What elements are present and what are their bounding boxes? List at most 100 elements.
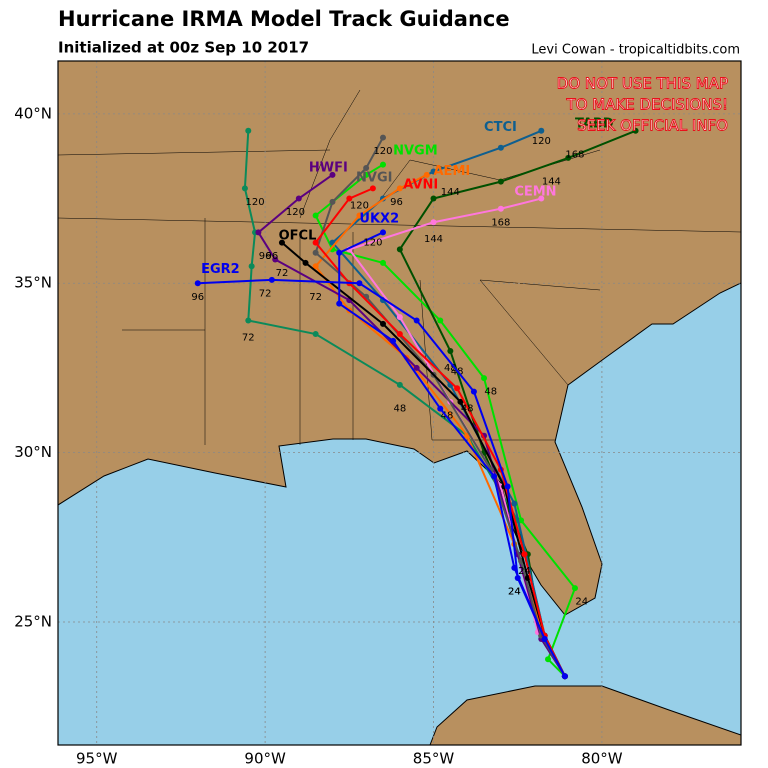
- track-point: [268, 276, 275, 283]
- track-point: [541, 635, 548, 642]
- track-point: [447, 347, 454, 354]
- track-point: [336, 249, 343, 256]
- track-point: [497, 144, 504, 151]
- hour-label: 144: [424, 234, 443, 245]
- x-tick-label: 80°W: [581, 750, 623, 768]
- hour-label: 168: [565, 150, 584, 161]
- track-point: [396, 314, 403, 321]
- track-point: [346, 195, 353, 202]
- x-tick-label: 85°W: [413, 750, 455, 768]
- hour-label: 144: [542, 177, 561, 188]
- track-point: [491, 473, 498, 480]
- warning: TO MAKE DECISIONS!: [566, 96, 728, 114]
- hour-label: 24: [518, 566, 531, 577]
- hour-label: 24: [508, 587, 521, 598]
- track-point: [437, 405, 444, 412]
- model-name: UKX2: [359, 211, 399, 226]
- hour-label: 120: [350, 200, 369, 211]
- hour-label: 48: [461, 404, 474, 415]
- hour-label: 120: [363, 238, 382, 249]
- model-name: NVGI: [356, 171, 392, 186]
- track-line: [314, 187, 566, 677]
- subtitle: Initialized at 00z Sep 10 2017: [58, 39, 309, 57]
- track-point: [430, 219, 437, 226]
- track-point: [565, 154, 572, 161]
- title: Hurricane IRMA Model Track Guidance: [58, 7, 510, 31]
- hour-label: 168: [491, 217, 510, 228]
- track-point: [363, 171, 370, 178]
- track-point: [396, 331, 403, 338]
- track-point: [379, 161, 386, 168]
- track-point: [430, 195, 437, 202]
- track-point: [248, 263, 255, 270]
- track-point: [241, 185, 248, 192]
- hour-label: 72: [276, 268, 289, 279]
- y-tick-label: 35°N: [14, 274, 52, 292]
- track-point: [504, 483, 511, 490]
- track-point: [278, 239, 285, 246]
- track-point: [329, 171, 336, 178]
- track-point: [295, 195, 302, 202]
- track-point: [379, 134, 386, 141]
- map-area: 48 72 120 24 48 NVGM 48 144 168 TABD 120 144 CTCI 144…: [58, 61, 741, 745]
- hour-label: 72: [242, 332, 255, 343]
- hour-label: 120: [373, 146, 392, 157]
- track-point: [390, 337, 397, 344]
- track-point: [356, 212, 363, 219]
- hour-label: 96: [191, 292, 204, 303]
- model-name: CTCI: [484, 120, 517, 135]
- track-line: [331, 129, 566, 677]
- y-tick-label: 30°N: [14, 443, 52, 461]
- hour-label: 96: [390, 197, 403, 208]
- hour-label: 96: [259, 251, 272, 262]
- track-point: [356, 280, 363, 287]
- track-point: [245, 127, 252, 134]
- track-point: [437, 317, 444, 324]
- track-point: [312, 239, 319, 246]
- track-point: [369, 185, 376, 192]
- model-name: AEMI: [434, 164, 471, 179]
- hour-label: 120: [286, 207, 305, 218]
- hour-label: 144: [441, 187, 460, 198]
- track-point: [413, 364, 420, 371]
- hour-label: 48: [444, 363, 457, 374]
- track-point: [423, 171, 430, 178]
- x-tick-label: 90°W: [244, 750, 286, 768]
- track-point: [481, 375, 488, 382]
- credit: Levi Cowan - tropicaltidbits.com: [531, 43, 740, 58]
- hour-label: 24: [575, 597, 588, 608]
- track-point: [538, 195, 545, 202]
- track-point: [470, 388, 477, 395]
- hour-label: 120: [245, 197, 264, 208]
- track-point: [457, 398, 464, 405]
- track-point: [312, 249, 319, 256]
- track-point: [413, 317, 420, 324]
- hour-label: 48: [393, 404, 406, 415]
- track-point: [396, 185, 403, 192]
- track-point: [312, 331, 319, 338]
- track-point: [312, 212, 319, 219]
- track-point: [545, 656, 552, 663]
- track-point: [336, 300, 343, 307]
- model-name: TABD: [575, 117, 614, 132]
- hour-label: 96: [265, 251, 278, 262]
- track-point: [272, 256, 279, 263]
- track-point: [538, 127, 545, 134]
- frame: [57, 60, 742, 746]
- track-point: [194, 280, 201, 287]
- track-point: [396, 381, 403, 388]
- model-name: HWFI: [309, 161, 348, 176]
- model-name: NVGM: [393, 144, 438, 159]
- warning: SEEK OFFICIAL INFO: [577, 117, 728, 135]
- warning: DO NOT USE THIS MAP: [557, 75, 728, 93]
- track-point: [632, 127, 639, 134]
- x-tick-label: 95°W: [76, 750, 118, 768]
- hour-label: 120: [532, 136, 551, 147]
- track-point: [571, 585, 578, 592]
- track-point: [363, 165, 370, 172]
- model-name: EGR2: [201, 262, 240, 277]
- track-point: [312, 263, 319, 270]
- track-point: [511, 500, 518, 507]
- hour-label: 72: [259, 288, 272, 299]
